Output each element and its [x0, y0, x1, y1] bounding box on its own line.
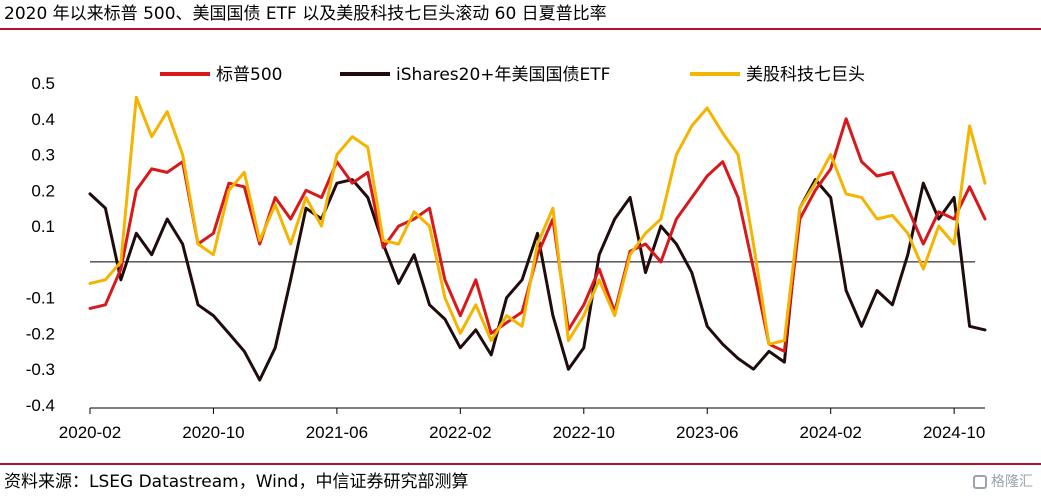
y-tick-label: -0.1 [26, 289, 55, 308]
x-tick-label: 2021-06 [306, 423, 368, 442]
x-tick-label: 2022-10 [553, 423, 615, 442]
y-tick-label: -0.2 [26, 324, 55, 343]
y-tick-label: 0.2 [31, 181, 55, 200]
watermark-logo-icon [973, 475, 987, 489]
legend: 标普500 iShares20+年美国国债ETF 美股科技七巨头 [160, 65, 865, 85]
x-tick-label: 2020-10 [182, 423, 244, 442]
x-tick-label: 2022-02 [429, 423, 491, 442]
watermark: 格隆汇 [973, 470, 1033, 494]
y-tick-label: 0.5 [31, 74, 55, 93]
y-tick-label: 0.4 [31, 110, 55, 129]
y-axis: 0.5 0.4 0.3 0.2 0.1 -0.1 -0.2 -0.3 -0.4 [26, 74, 55, 415]
watermark-text: 格隆汇 [991, 474, 1033, 490]
series-lines [88, 95, 987, 382]
title-rule [0, 28, 1041, 30]
y-tick-label: -0.4 [26, 396, 55, 415]
y-tick-label: 0.1 [31, 217, 55, 236]
x-tick-label: 2024-02 [799, 423, 861, 442]
y-tick-label: 0.3 [31, 146, 55, 165]
series-line-1 [88, 178, 987, 382]
x-axis: 2020-02 2020-10 2021-06 2022-02 2022-10 2023-… [59, 407, 985, 442]
source-rule [0, 463, 1041, 465]
legend-label: 标普500 [216, 65, 282, 85]
chart-title: 2020 年以来标普 500、美国国债 ETF 以及美股科技七巨头滚动 60 日… [4, 4, 607, 24]
x-tick-label: 2024-10 [923, 423, 985, 442]
series-line-0 [88, 117, 987, 353]
series-line-2 [88, 95, 987, 346]
x-tick-label: 2020-02 [59, 423, 121, 442]
y-tick-label: -0.3 [26, 360, 55, 379]
x-tick-label: 2023-06 [676, 423, 738, 442]
source-note: 资料来源：LSEG Datastream，Wind，中信证券研究部测算 [4, 472, 469, 492]
legend-label: 美股科技七巨头 [746, 65, 865, 85]
legend-label: iShares20+年美国国债ETF [396, 65, 610, 85]
